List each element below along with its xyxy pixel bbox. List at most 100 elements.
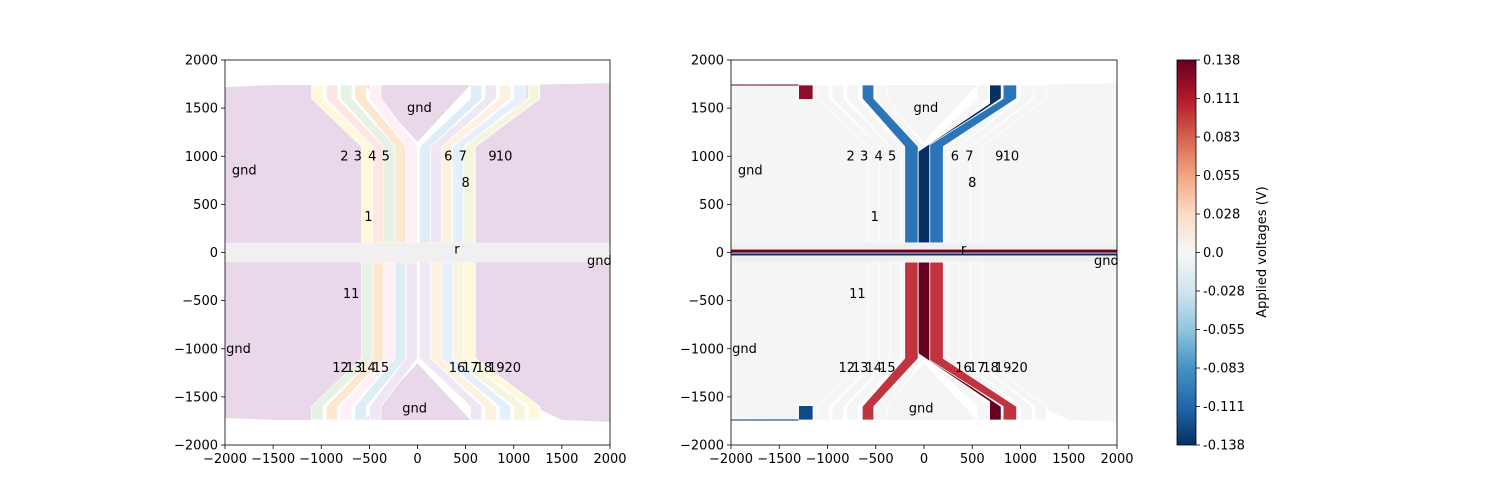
electrode-label: 7	[459, 149, 467, 164]
electrode-label: 10	[1003, 149, 1020, 164]
electrode-label: 13	[852, 361, 869, 376]
y-tick-label: −2000	[174, 439, 218, 454]
x-tick-label: −1500	[251, 452, 295, 467]
x-tick-label: −1000	[806, 452, 850, 467]
electrode-label: gnd	[732, 342, 757, 357]
rail-band	[225, 242, 610, 263]
right-panel: −2000 −1500 −1000 −500 0 500 1000 1500 2000 −2000…	[680, 54, 1134, 468]
electrode-label: 4	[368, 149, 376, 164]
electrode-label: 5	[888, 149, 896, 164]
rail-positive	[731, 249, 1117, 253]
electrode-label: gnd	[1094, 254, 1119, 269]
electrode-label: 6	[951, 149, 959, 164]
electrode-label: 4	[875, 149, 883, 164]
ground-region	[277, 85, 399, 243]
y-tick-label: 500	[699, 198, 724, 213]
electrode-label: 18	[982, 361, 999, 376]
electrode-label: 3	[354, 149, 362, 164]
y-tick-label: −1000	[680, 342, 724, 357]
y-tick-label: 500	[193, 198, 218, 213]
y-tick-label: −500	[182, 294, 218, 309]
electrode-strip	[969, 261, 1047, 421]
corner-pad	[798, 405, 814, 421]
x-tick-label: 2000	[1100, 452, 1133, 467]
x-tick-label: 0	[413, 452, 421, 467]
electrode-label: r	[961, 243, 967, 258]
electrode-label: 11	[849, 287, 866, 302]
ground-region	[784, 85, 905, 243]
electrode-label: gnd	[914, 101, 939, 116]
electrode-label: r	[454, 243, 460, 258]
colorbar-tick-label: 0.055	[1203, 169, 1240, 184]
y-tick-label: −1000	[174, 342, 218, 357]
x-tick-label: 1000	[497, 452, 530, 467]
ground-region	[364, 85, 471, 142]
colorbar-tick-label: 0.111	[1203, 92, 1240, 107]
ground-region	[870, 85, 978, 142]
x-tick-label: −500	[858, 452, 894, 467]
y-tick-label: 0	[210, 246, 218, 261]
colorbar-tick-label: -0.111	[1203, 400, 1245, 415]
electrode-label: 16	[955, 361, 972, 376]
electrode-strip	[969, 84, 1047, 244]
x-tick-label: 2000	[593, 452, 626, 467]
ground-region	[731, 262, 785, 420]
x-tick-label: −2000	[709, 452, 753, 467]
electrode-label: 8	[461, 176, 469, 191]
x-tick-label: −2000	[203, 452, 247, 467]
electrode-label: gnd	[738, 164, 763, 179]
x-tick-label: 1500	[545, 452, 578, 467]
electrode-label: 2	[847, 149, 855, 164]
electrode-label: 9	[995, 149, 1003, 164]
x-tick-label: 1500	[1052, 452, 1085, 467]
x-tick-label: 0	[920, 452, 928, 467]
colorbar-tick-label: -0.028	[1203, 285, 1245, 300]
electrode-label: 20	[1011, 361, 1028, 376]
colorbar-tick-label: 0.138	[1203, 54, 1240, 69]
electrode-label: 15	[879, 361, 896, 376]
x-tick-label: 500	[453, 452, 478, 467]
y-tick-label: 2000	[185, 54, 218, 69]
electrode-label: 14	[359, 361, 376, 376]
ground-region	[784, 262, 871, 420]
electrode-label: 17	[969, 361, 986, 376]
colorbar-tick-label: -0.083	[1203, 362, 1245, 377]
colorbar-tick-label: 0.028	[1203, 208, 1240, 223]
electrode-label: 3	[860, 149, 868, 164]
y-tick-label: −1500	[174, 390, 218, 405]
electrode-label: 19	[995, 361, 1012, 376]
electrode-label: 9	[488, 149, 496, 164]
colorbar: 0.138 0.111 0.083 0.055 0.028 0.0 -0.028 -0.055…	[1176, 54, 1270, 454]
electrode-label: 20	[505, 361, 522, 376]
electrode-label: gnd	[402, 401, 427, 416]
ground-region	[364, 363, 471, 420]
ground-region	[277, 262, 365, 420]
ground-region	[870, 363, 978, 420]
electrode-label: 5	[382, 149, 390, 164]
y-tick-label: −1500	[680, 390, 724, 405]
electrode-label: 14	[866, 361, 883, 376]
electrode-label: 13	[346, 361, 363, 376]
y-tick-label: 2000	[691, 54, 724, 69]
electrode-strip	[368, 261, 418, 421]
electrode-label: 1	[364, 210, 372, 225]
electrode-label: 12	[839, 361, 856, 376]
electrode-label: 12	[332, 361, 349, 376]
colorbar-label: Applied voltages (V)	[1255, 186, 1270, 318]
electrode-strip	[368, 84, 418, 244]
electrode-label: gnd	[909, 401, 934, 416]
x-tick-label: 1000	[1004, 452, 1037, 467]
electrode-label: 17	[462, 361, 479, 376]
y-tick-label: 1500	[185, 102, 218, 117]
y-tick-label: −2000	[680, 439, 724, 454]
electrode-label: 8	[968, 176, 976, 191]
electrode-label: 16	[449, 361, 466, 376]
electrode-label: gnd	[407, 101, 432, 116]
x-tick-label: −500	[352, 452, 388, 467]
electrode-strip	[463, 261, 541, 421]
electrode-label: 1	[871, 210, 879, 225]
electrode-label: gnd	[587, 254, 612, 269]
x-tick-label: −1000	[299, 452, 343, 467]
colorbar-tick-label: 0.0	[1203, 246, 1224, 261]
